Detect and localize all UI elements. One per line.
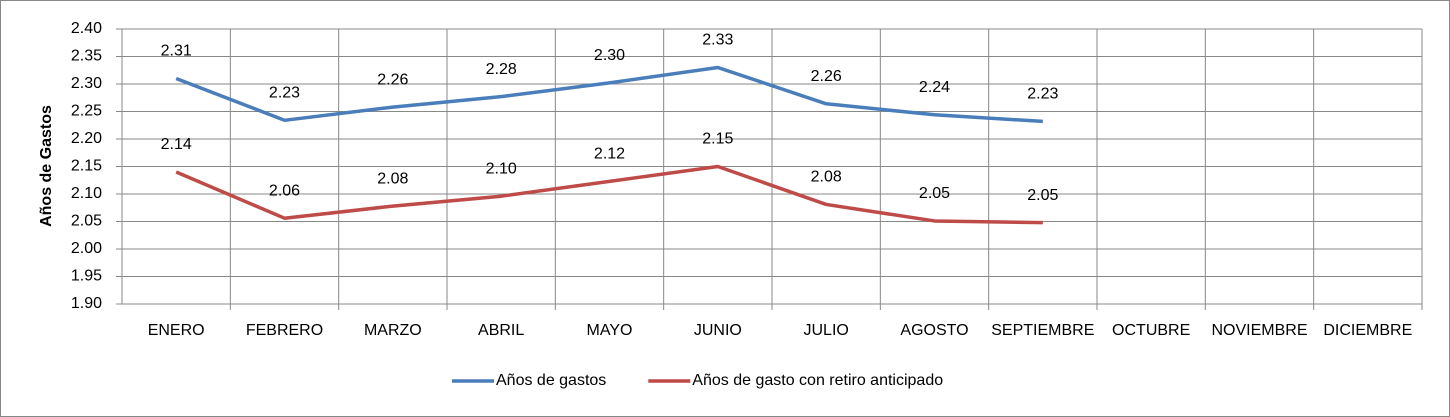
y-tick-label: 2.05 [71,213,102,230]
y-tick-label: 2.10 [71,185,102,202]
legend-label: Años de gasto con retiro anticipado [692,372,943,389]
x-tick-label: JULIO [803,322,848,339]
x-tick-label: JUNIO [694,322,742,339]
legend-label: Años de gastos [496,372,606,389]
y-tick-label: 2.40 [71,20,102,37]
data-label: 2.24 [919,79,950,96]
y-axis-label: Años de Gastos [38,105,55,227]
data-label: 2.33 [702,32,733,49]
data-label: 2.23 [269,85,300,102]
x-tick-label: OCTUBRE [1112,322,1190,339]
data-label: 2.14 [161,136,192,153]
x-tick-label: FEBRERO [246,322,323,339]
y-tick-label: 2.00 [71,240,102,257]
x-tick-label: NOVIEMBRE [1211,322,1307,339]
x-tick-label: DICIEMBRE [1323,322,1412,339]
x-tick-label: ABRIL [478,322,524,339]
data-label: 2.05 [919,185,950,202]
x-tick-label: MAYO [587,322,633,339]
data-label: 2.26 [811,68,842,85]
series-line [175,164,1043,225]
series-line [175,65,1043,124]
x-tick-label: MARZO [364,322,422,339]
y-tick-label: 2.15 [71,158,102,175]
y-tick-label: 2.25 [71,103,102,120]
y-tick-label: 1.95 [71,268,102,285]
data-label: 2.08 [811,169,842,186]
x-tick-label: ENERO [148,322,205,339]
y-tick-label: 2.35 [71,48,102,65]
data-label: 2.15 [702,131,733,148]
data-label: 2.23 [1027,86,1058,103]
data-label: 2.30 [594,47,625,64]
x-tick-label: SEPTIEMBRE [991,322,1094,339]
data-label: 2.05 [1027,187,1058,204]
data-label: 2.06 [269,182,300,199]
y-tick-label: 1.90 [71,295,102,312]
data-label: 2.12 [594,146,625,163]
data-label: 2.08 [377,170,408,187]
data-label: 2.26 [377,71,408,88]
data-label: 2.28 [486,61,517,78]
x-tick-label: AGOSTO [900,322,968,339]
y-tick-label: 2.30 [71,75,102,92]
data-label: 2.31 [161,43,192,60]
y-tick-label: 2.20 [71,130,102,147]
data-label: 2.10 [486,160,517,177]
